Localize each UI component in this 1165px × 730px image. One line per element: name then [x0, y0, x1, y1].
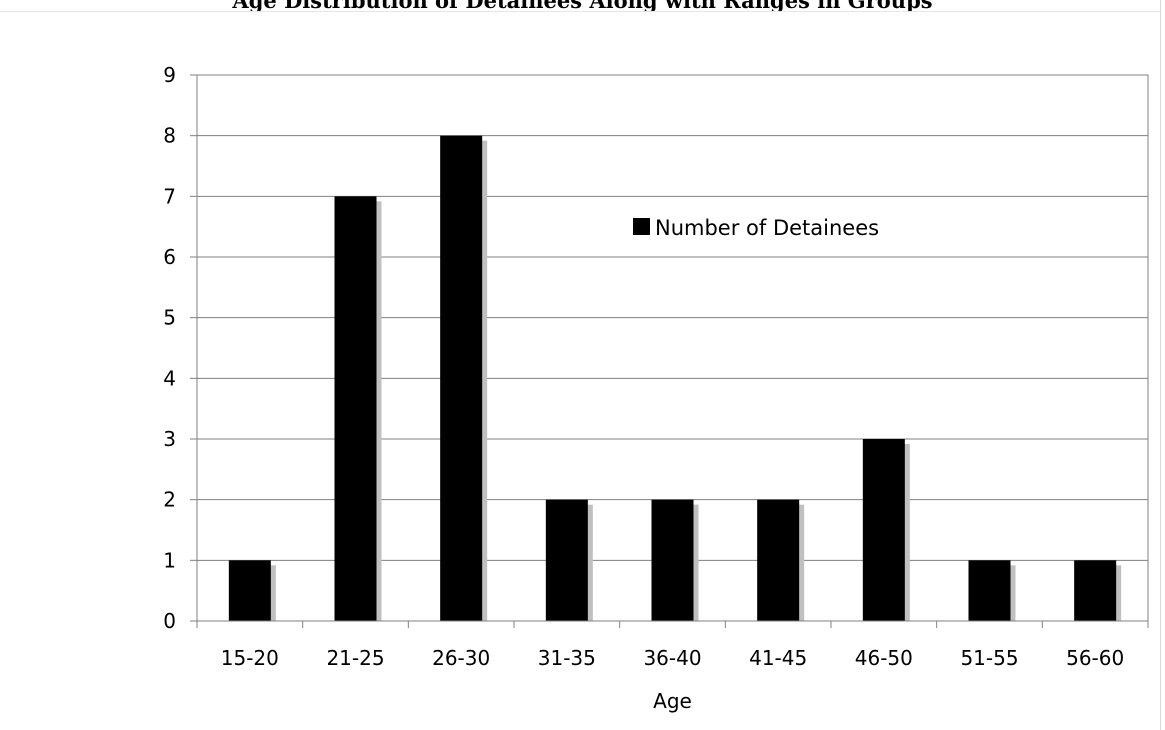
bar [757, 499, 800, 621]
plot-frame [196, 74, 1149, 622]
y-tick-label: 2 [163, 488, 176, 512]
legend-swatch [633, 218, 650, 235]
y-tick-label: 5 [163, 306, 176, 330]
y-tick-label: 6 [163, 245, 176, 269]
bars [228, 135, 1117, 622]
frame-top-border [0, 11, 1161, 12]
bar [862, 439, 905, 621]
x-tick-label: 26-30 [432, 646, 490, 670]
y-tick-labels: 0 1 2 3 4 5 6 7 8 9 [163, 63, 176, 633]
bar [545, 499, 588, 621]
x-tick-label: 41-45 [749, 646, 807, 670]
x-tick-label: 15-20 [221, 646, 279, 670]
legend: Number of Detainees [633, 216, 879, 240]
y-tick-label: 0 [163, 609, 176, 633]
y-tick-label: 7 [163, 184, 176, 208]
x-tick-label: 36-40 [643, 646, 701, 670]
chart-title: Age Distribution of Detainees Along with… [0, 0, 1165, 12]
x-tick-label: 56-60 [1066, 646, 1124, 670]
y-tick-label: 4 [163, 366, 176, 390]
x-axis-label: Age [653, 689, 692, 713]
bar [440, 135, 483, 621]
y-tick-label: 1 [163, 548, 176, 572]
chart-title-strip: Age Distribution of Detainees Along with… [0, 0, 1165, 12]
y-tick-label: 8 [163, 124, 176, 148]
x-tick-label: 46-50 [855, 646, 913, 670]
axes [190, 74, 1149, 628]
x-tick-label: 51-55 [960, 646, 1018, 670]
y-tick-label: 9 [163, 63, 176, 87]
y-tick-label: 3 [163, 427, 176, 451]
frame-right-border [1160, 0, 1161, 730]
bar [228, 560, 271, 621]
legend-label: Number of Detainees [655, 216, 879, 240]
x-tick-label: 21-25 [326, 646, 384, 670]
bar [334, 196, 377, 622]
bar [1074, 560, 1117, 621]
bar [968, 560, 1011, 621]
x-tick-labels: 15-20 21-25 26-30 31-35 36-40 41-45 46-50 51-55… [221, 646, 1124, 670]
bar [651, 499, 694, 621]
x-tick-label: 31-35 [538, 646, 596, 670]
